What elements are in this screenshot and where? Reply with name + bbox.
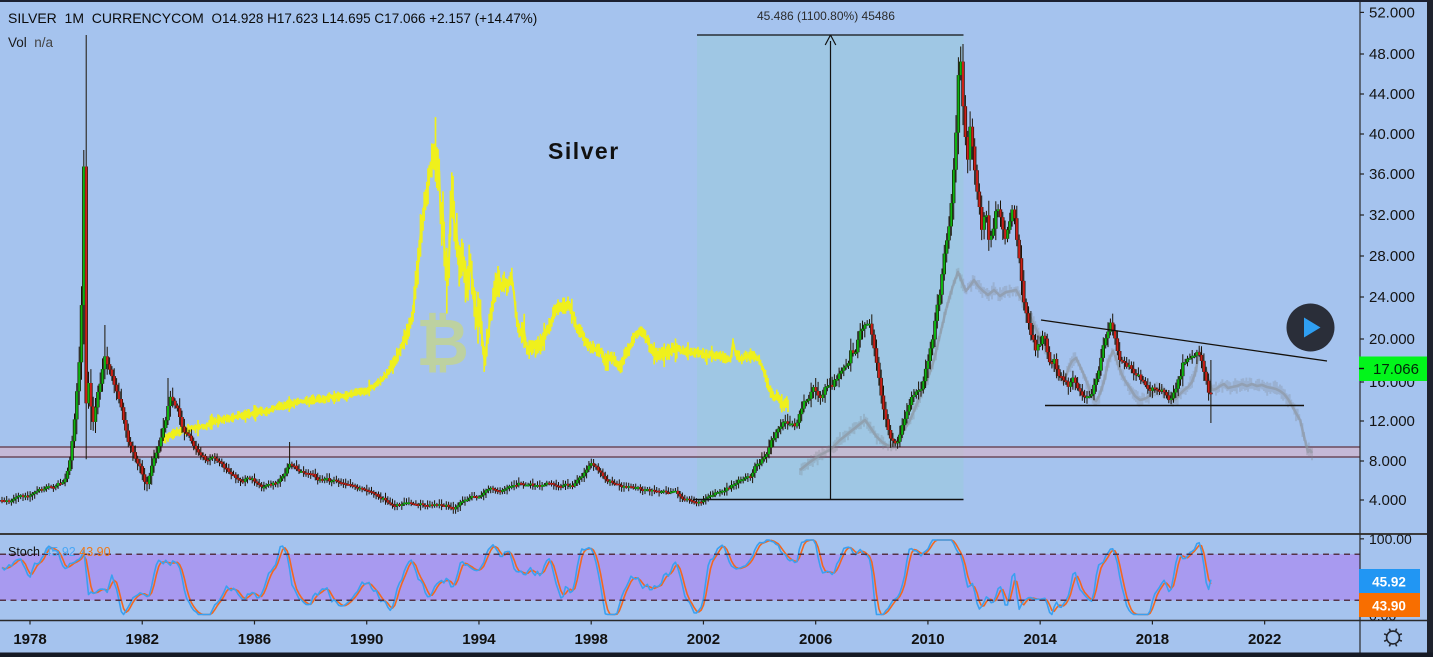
svg-text:52.000: 52.000: [1369, 5, 1415, 22]
svg-text:1998: 1998: [575, 631, 608, 648]
svg-text:12.000: 12.000: [1369, 413, 1415, 430]
svg-text:32.000: 32.000: [1369, 207, 1415, 224]
svg-text:1990: 1990: [350, 631, 383, 648]
svg-text:2006: 2006: [799, 631, 832, 648]
svg-text:20.000: 20.000: [1369, 331, 1415, 348]
svg-text:2018: 2018: [1136, 631, 1169, 648]
svg-text:40.000: 40.000: [1369, 126, 1415, 143]
svg-text:1978: 1978: [13, 631, 46, 648]
svg-text:24.000: 24.000: [1369, 289, 1415, 306]
svg-text:8.000: 8.000: [1369, 453, 1407, 470]
svg-text:17.066: 17.066: [1373, 361, 1419, 378]
svg-text:1986: 1986: [238, 631, 271, 648]
svg-text:43.90: 43.90: [1372, 599, 1406, 614]
svg-text:48.000: 48.000: [1369, 46, 1415, 63]
svg-text:2022: 2022: [1248, 631, 1281, 648]
svg-text:2002: 2002: [687, 631, 720, 648]
svg-text:28.000: 28.000: [1369, 248, 1415, 265]
svg-text:45.92: 45.92: [1372, 575, 1406, 590]
svg-text:36.000: 36.000: [1369, 166, 1415, 183]
svg-text:44.000: 44.000: [1369, 86, 1415, 103]
svg-text:1982: 1982: [126, 631, 159, 648]
svg-text:1994: 1994: [462, 631, 496, 648]
svg-text:4.000: 4.000: [1369, 492, 1407, 509]
svg-text:100.00: 100.00: [1369, 531, 1412, 547]
svg-text:2014: 2014: [1023, 631, 1057, 648]
svg-text:2010: 2010: [911, 631, 944, 648]
